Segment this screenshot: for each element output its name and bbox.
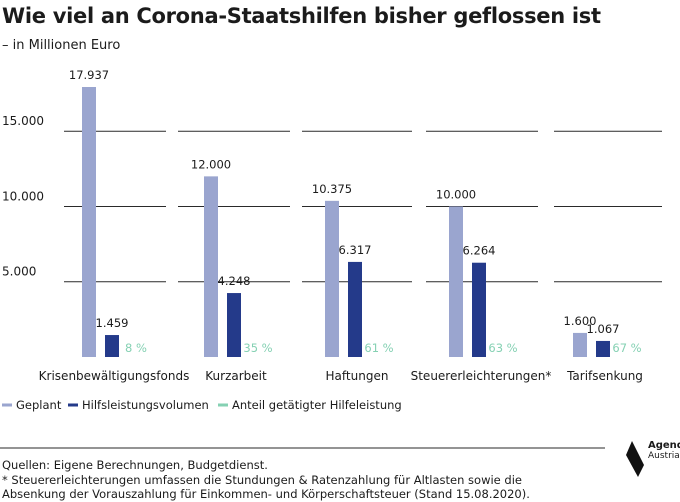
chart-title: Wie viel an Corona-Staatshilfen bisher g…: [2, 4, 601, 28]
bar-chart: 5.000 10.000 15.000 17.937 1.459 8 % Krisenbew…: [0, 68, 662, 449]
chart-subtitle: – in Millionen Euro: [2, 38, 121, 53]
data-label-anteil: 35 %: [243, 341, 272, 355]
y-tick-label: 5.000: [2, 265, 36, 279]
data-label-anteil: 67 %: [612, 341, 641, 355]
source-line-1: Quellen: Eigene Berechnungen, Budgetdien…: [2, 458, 268, 472]
y-tick-label: 15.000: [2, 114, 44, 128]
agenda-austria-logo: Agenda Austria: [620, 436, 680, 496]
y-tick-label: 10.000: [2, 189, 44, 203]
logo-mark-icon: [626, 441, 644, 477]
data-label-hilfsleistungsvolumen: 6.264: [463, 244, 496, 258]
legend-label: Hilfsleistungsvolumen: [82, 398, 209, 412]
sources-note: Quellen: Eigene Berechnungen, Budgetdien…: [2, 458, 530, 502]
bar-geplant: [325, 200, 339, 357]
source-line-3: Absenkung der Vorauszahlung für Einkomme…: [2, 487, 530, 501]
data-label-geplant: 17.937: [69, 68, 109, 82]
bar-geplant: [573, 332, 587, 357]
logo-text-austria: Austria: [648, 451, 680, 461]
data-label-geplant: 10.000: [436, 187, 476, 201]
bar-hilfsleistungsvolumen: [596, 340, 610, 357]
legend-label: Anteil getätigter Hilfeleistung: [232, 398, 402, 412]
data-label-anteil: 63 %: [488, 341, 517, 355]
data-label-geplant: 1.600: [564, 314, 597, 328]
data-label-hilfsleistungsvolumen: 6.317: [339, 243, 372, 257]
bar-hilfsleistungsvolumen: [348, 261, 362, 357]
category-label: Steuererleichterungen*: [411, 369, 552, 383]
bar-hilfsleistungsvolumen: [472, 262, 486, 357]
data-label-geplant: 12.000: [191, 157, 231, 171]
data-label-anteil: 61 %: [364, 341, 393, 355]
category-label: Tarifsenkung: [566, 369, 643, 383]
data-label-geplant: 10.375: [312, 182, 352, 196]
category-label: Haftungen: [326, 369, 389, 383]
bar-geplant: [449, 206, 463, 357]
logo-text-agenda: Agenda: [648, 440, 680, 451]
category-label: Kurzarbeit: [205, 369, 267, 383]
bar-hilfsleistungsvolumen: [105, 335, 119, 357]
data-label-hilfsleistungsvolumen: 1.067: [587, 322, 620, 336]
category-label: Krisenbewältigungsfonds: [39, 369, 190, 383]
bar-geplant: [82, 87, 96, 357]
data-label-hilfsleistungsvolumen: 4.248: [218, 274, 251, 288]
bar-hilfsleistungsvolumen: [227, 293, 241, 357]
source-line-2: * Steuererleichterungen umfassen die Stu…: [2, 472, 522, 487]
bar-geplant: [204, 176, 218, 357]
legend-label: Geplant: [16, 398, 62, 412]
data-label-anteil: 8 %: [125, 341, 147, 355]
data-label-hilfsleistungsvolumen: 1.459: [96, 316, 129, 330]
